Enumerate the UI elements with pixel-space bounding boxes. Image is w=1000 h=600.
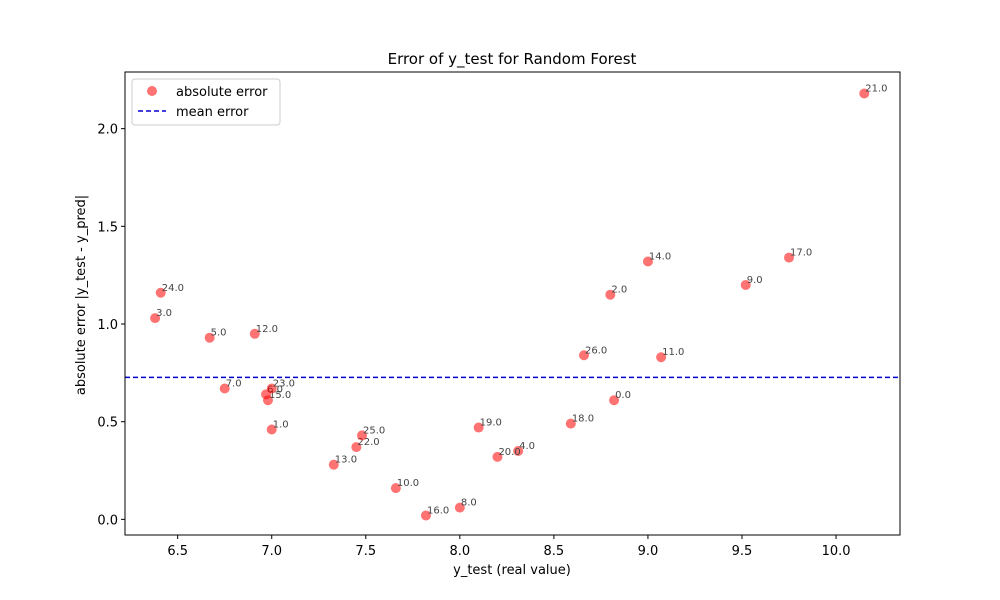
data-point	[351, 442, 362, 453]
point-label: 15.0	[269, 390, 291, 401]
legend: absolute error mean error	[131, 78, 281, 126]
point-label: 8.0	[461, 498, 477, 509]
point-label: 11.0	[662, 347, 684, 358]
data-point	[266, 424, 277, 435]
data-point	[150, 313, 161, 324]
data-point	[155, 287, 166, 298]
point-label: 22.0	[357, 437, 379, 448]
legend-box	[131, 78, 281, 126]
point-label: 4.0	[519, 441, 535, 452]
point-label: 2.0	[611, 285, 627, 296]
legend-label-mean-error: mean error	[176, 105, 249, 120]
point-label: 24.0	[162, 283, 184, 294]
point-label: 1.0	[273, 420, 289, 431]
data-point	[578, 350, 589, 361]
y-tick-label: 0.5	[97, 416, 118, 431]
data-point	[492, 451, 503, 462]
data-point	[328, 459, 339, 470]
plot-area: 0.01.02.03.04.05.06.07.08.09.010.011.012…	[125, 83, 900, 521]
x-tick-label: 7.0	[261, 544, 282, 559]
y-tick-label: 1.0	[97, 318, 118, 333]
y-tick-label: 2.0	[97, 123, 118, 138]
point-label: 20.0	[498, 447, 520, 458]
x-tick-label: 8.5	[544, 544, 565, 559]
x-tick-label: 7.5	[355, 544, 376, 559]
point-label: 23.0	[273, 378, 295, 389]
plot-frame	[124, 71, 901, 536]
data-point	[357, 430, 368, 441]
data-point	[219, 383, 230, 394]
legend-marker-absolute-error	[147, 86, 157, 96]
legend-label-absolute-error: absolute error	[176, 85, 268, 100]
point-label: 14.0	[649, 251, 671, 262]
x-tick-label: 6.5	[167, 544, 188, 559]
chart-title: Error of y_test for Random Forest	[388, 50, 637, 69]
point-label: 9.0	[747, 275, 763, 286]
y-tick-label: 1.5	[97, 220, 118, 235]
data-point	[740, 279, 751, 290]
data-point	[605, 289, 616, 300]
point-label: 17.0	[790, 248, 812, 259]
point-label: 5.0	[211, 328, 227, 339]
point-label: 13.0	[335, 455, 357, 466]
data-point	[454, 502, 465, 513]
axes: 6.5 7.0 7.5 8.0 8.5 9.0 9.5 10.0 0.0 0.5 1.0 1.5 2.0	[97, 71, 901, 559]
x-tick-label: 9.5	[732, 544, 753, 559]
x-tick-label: 10.0	[822, 544, 851, 559]
point-label: 25.0	[363, 425, 385, 436]
data-point	[642, 256, 653, 267]
data-point	[565, 418, 576, 429]
data-point	[420, 510, 431, 521]
data-point	[656, 352, 667, 363]
x-axis-title: y_test (real value)	[453, 563, 571, 578]
data-point	[204, 332, 215, 343]
data-point	[784, 252, 795, 263]
x-tick-label: 9.0	[638, 544, 659, 559]
point-label: 21.0	[865, 83, 887, 94]
point-label: 26.0	[585, 345, 607, 356]
data-point	[390, 483, 401, 494]
data-point	[859, 88, 870, 99]
x-tick-label: 8.0	[449, 544, 470, 559]
point-label: 16.0	[427, 505, 449, 516]
data-point	[513, 445, 524, 456]
point-label: 0.0	[615, 390, 631, 401]
y-tick-label: 0.0	[97, 513, 118, 528]
point-label: 19.0	[480, 418, 502, 429]
data-point	[609, 395, 620, 406]
point-label: 18.0	[572, 414, 594, 425]
point-label: 7.0	[226, 378, 242, 389]
data-point	[473, 422, 484, 433]
point-label: 12.0	[256, 324, 278, 335]
data-point	[266, 383, 277, 394]
point-label: 10.0	[397, 478, 419, 489]
point-label: 3.0	[156, 308, 172, 319]
data-point	[262, 395, 273, 406]
y-axis-title: absolute error |y_test - y_pred|	[74, 195, 89, 395]
data-point	[249, 328, 260, 339]
